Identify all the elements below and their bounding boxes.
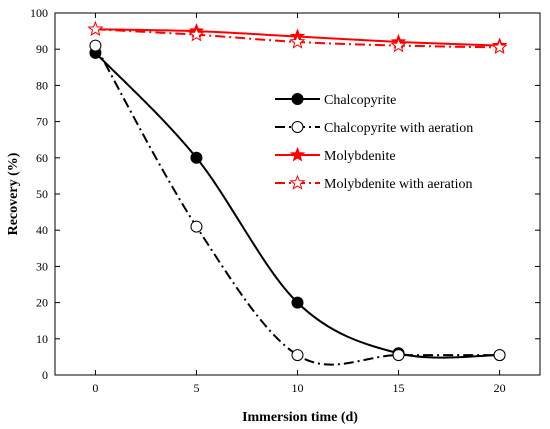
series-2-point xyxy=(89,39,102,52)
y-tick-label: 20 xyxy=(36,296,48,310)
ticks-layer: 0 10 20 30 40 50 60 70 80 90 100 0 5 10 15 20 xyxy=(30,6,540,395)
y-tick-label: 60 xyxy=(36,151,48,165)
y-tick-label: 70 xyxy=(36,115,48,129)
legend-marker xyxy=(291,93,304,105)
legend-marker xyxy=(291,121,304,133)
markers-layer xyxy=(87,20,508,362)
y-tick-label: 0 xyxy=(42,368,48,382)
x-tick-label: 0 xyxy=(92,381,98,395)
legend-marker xyxy=(289,146,306,162)
legend-label: Molybdenite with aeration xyxy=(324,177,473,192)
y-axis-title: Recovery (%) xyxy=(6,152,21,235)
legend-label: Molybdenite xyxy=(324,149,396,164)
series-2-point xyxy=(392,349,405,362)
x-tick-label: 10 xyxy=(292,381,304,395)
y-tick-label: 100 xyxy=(30,6,48,20)
legend-label: Chalcopyrite with aeration xyxy=(324,121,473,136)
plot-frame xyxy=(54,12,541,376)
series-1-point xyxy=(190,151,203,164)
series-line-1 xyxy=(94,52,500,359)
y-tick-label: 90 xyxy=(36,42,48,56)
series-2-point xyxy=(190,220,203,233)
y-tick-label: 30 xyxy=(36,259,48,273)
legend-label: Chalcopyrite xyxy=(324,93,396,108)
y-tick-label: 10 xyxy=(36,332,48,346)
series-4-point xyxy=(390,37,407,53)
x-tick-label: 5 xyxy=(193,381,199,395)
series-1-point xyxy=(291,296,304,309)
series-2-point xyxy=(493,349,506,362)
series-4-point xyxy=(188,26,205,42)
legend: Chalcopyrite Chalcopyrite with aeration Mo… xyxy=(275,93,473,192)
series-4-point xyxy=(87,20,104,37)
y-tick-label: 80 xyxy=(36,78,48,92)
series-4-point xyxy=(289,33,306,49)
legend-marker xyxy=(289,174,306,190)
series-layer xyxy=(87,20,508,366)
x-tick-label: 15 xyxy=(393,381,405,395)
y-tick-label: 40 xyxy=(36,223,48,237)
x-tick-label: 20 xyxy=(494,381,506,395)
x-axis-title: Immersion time (d) xyxy=(242,410,358,425)
series-2-point xyxy=(291,349,304,362)
y-tick-label: 50 xyxy=(36,187,48,201)
series-4-point xyxy=(491,39,508,55)
